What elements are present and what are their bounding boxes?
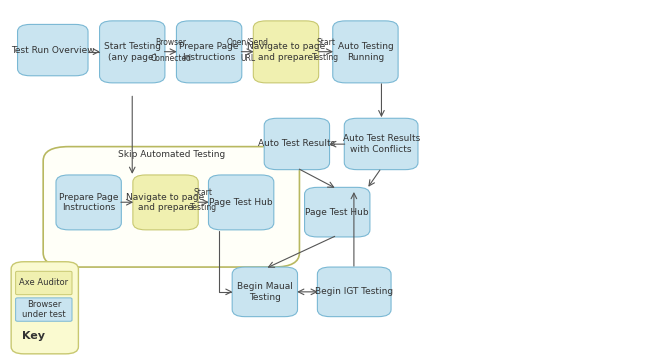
Text: Connected: Connected bbox=[150, 54, 191, 63]
Text: Browser
under test: Browser under test bbox=[22, 300, 66, 319]
Text: Browser: Browser bbox=[155, 39, 186, 47]
FancyBboxPatch shape bbox=[11, 262, 79, 354]
Text: Test Run Overview: Test Run Overview bbox=[11, 46, 95, 55]
Text: Testing: Testing bbox=[190, 203, 217, 212]
Text: Navigate to page
and prepare: Navigate to page and prepare bbox=[247, 42, 325, 61]
Text: Auto Testing
Running: Auto Testing Running bbox=[337, 42, 393, 61]
FancyBboxPatch shape bbox=[56, 175, 122, 230]
Text: Prepare Page
Instructions: Prepare Page Instructions bbox=[179, 42, 239, 61]
FancyBboxPatch shape bbox=[232, 267, 298, 317]
FancyBboxPatch shape bbox=[18, 24, 88, 76]
Text: Testing: Testing bbox=[312, 54, 339, 62]
FancyBboxPatch shape bbox=[133, 175, 198, 230]
Text: Auto Test Results
with Conflicts: Auto Test Results with Conflicts bbox=[343, 134, 420, 154]
Text: Skip Automated Testing: Skip Automated Testing bbox=[118, 150, 225, 159]
Text: Begin IGT Testing: Begin IGT Testing bbox=[315, 287, 393, 296]
FancyBboxPatch shape bbox=[305, 187, 370, 237]
FancyBboxPatch shape bbox=[333, 21, 398, 83]
FancyBboxPatch shape bbox=[344, 118, 418, 170]
Text: Start: Start bbox=[316, 38, 335, 47]
FancyBboxPatch shape bbox=[317, 267, 391, 317]
Text: Start Testing
(any page): Start Testing (any page) bbox=[104, 42, 161, 61]
Text: Begin Maual
Testing: Begin Maual Testing bbox=[237, 282, 292, 302]
Text: Key: Key bbox=[22, 331, 45, 341]
FancyBboxPatch shape bbox=[16, 298, 72, 321]
Text: Page Test Hub: Page Test Hub bbox=[306, 208, 369, 217]
FancyBboxPatch shape bbox=[43, 147, 300, 267]
Text: Auto Test Results: Auto Test Results bbox=[258, 140, 335, 149]
Text: Navigate to page
and prepare: Navigate to page and prepare bbox=[126, 193, 205, 212]
FancyBboxPatch shape bbox=[209, 175, 274, 230]
Text: Axe Auditor: Axe Auditor bbox=[20, 278, 68, 287]
FancyBboxPatch shape bbox=[99, 21, 165, 83]
Text: Prepare Page
Instructions: Prepare Page Instructions bbox=[59, 193, 118, 212]
FancyBboxPatch shape bbox=[254, 21, 318, 83]
Text: Page Test Hub: Page Test Hub bbox=[209, 198, 273, 207]
FancyBboxPatch shape bbox=[264, 118, 330, 170]
FancyBboxPatch shape bbox=[176, 21, 242, 83]
Text: Start: Start bbox=[194, 188, 213, 197]
Text: URL: URL bbox=[240, 54, 255, 63]
Text: Open/Send: Open/Send bbox=[227, 39, 268, 47]
FancyBboxPatch shape bbox=[16, 271, 72, 295]
